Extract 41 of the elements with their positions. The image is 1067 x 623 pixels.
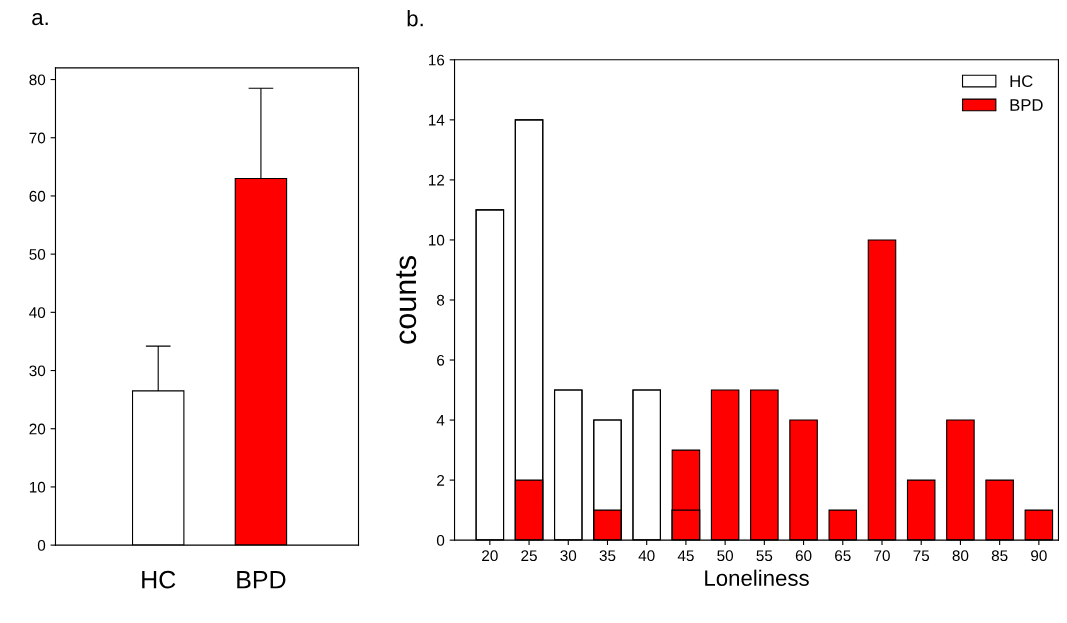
x-tick-label: 90 [1031,550,1047,562]
x-tick-label: 45 [677,550,694,562]
x-tick-label: 80 [952,550,969,562]
y-tick-label: 2 [437,474,445,486]
x-tick-label: 50 [717,550,734,562]
y-tick-label: 70 [29,132,46,144]
x-tick-label: 25 [521,550,537,562]
x-tick-label: 60 [795,550,812,562]
x-tick-label: 85 [991,550,1008,562]
x-tick-label: 40 [638,550,655,562]
x-tick-label: 55 [756,550,773,562]
x-tick-label: 35 [599,550,616,562]
chart-title: a. [32,13,48,26]
x-tick-label: 70 [874,550,890,562]
y-axis-title: counts [396,256,417,344]
y-tick-label: 4 [436,415,445,426]
y-tick-label: 14 [428,114,445,126]
x-tick-label: 30 [560,550,577,562]
legend-label: HC [1010,75,1033,88]
y-tick-label: 0 [37,539,46,551]
y-tick-label: 8 [436,294,445,306]
x-tick-label: 20 [482,550,498,562]
y-tick-label: 80 [29,74,46,86]
y-tick-label: 10 [29,481,46,493]
y-tick-label: 6 [437,354,445,366]
x-tick-label: 65 [835,550,851,562]
x-axis-title: Loneliness [705,569,809,586]
y-tick-label: 10 [428,234,445,246]
x-tick-label: 75 [913,550,930,562]
y-tick-label: 60 [29,190,46,202]
y-tick-label: 12 [428,174,445,186]
y-tick-label: 16 [428,54,445,66]
y-tick-label: 40 [29,307,46,319]
y-tick-label: 20 [29,423,46,435]
y-tick-label: 0 [436,535,445,546]
y-tick-label: 50 [29,249,46,260]
legend-label: BPD [1010,99,1043,111]
bar [867,239,897,541]
y-tick-label: 30 [29,365,46,377]
chart-title: b. [407,10,423,27]
bar [671,449,701,541]
